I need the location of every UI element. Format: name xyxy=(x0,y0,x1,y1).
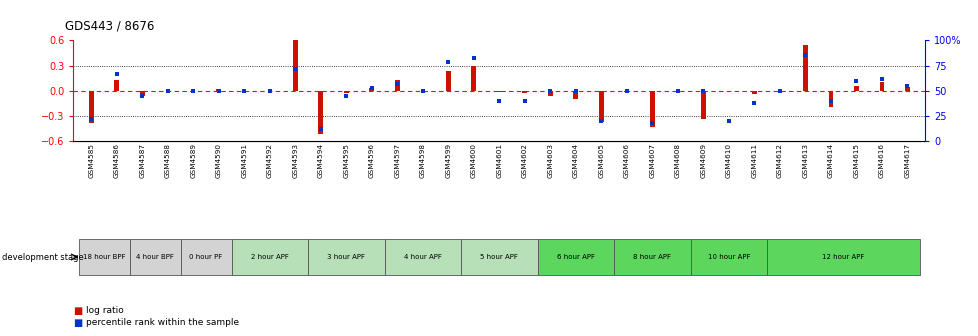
Bar xyxy=(318,91,323,134)
Text: 5 hour APF: 5 hour APF xyxy=(480,254,517,260)
Bar xyxy=(292,40,297,91)
FancyBboxPatch shape xyxy=(613,239,689,276)
Bar xyxy=(649,91,654,127)
Text: GSM4589: GSM4589 xyxy=(190,143,196,178)
Bar xyxy=(827,91,832,107)
Text: GSM4596: GSM4596 xyxy=(369,143,375,178)
Text: GSM4608: GSM4608 xyxy=(674,143,680,178)
Text: GSM4601: GSM4601 xyxy=(496,143,502,178)
FancyBboxPatch shape xyxy=(231,239,308,276)
Text: GSM4599: GSM4599 xyxy=(445,143,451,178)
Text: GSM4594: GSM4594 xyxy=(318,143,324,178)
Text: 4 hour APF: 4 hour APF xyxy=(404,254,441,260)
Text: GSM4612: GSM4612 xyxy=(776,143,782,178)
Text: GSM4597: GSM4597 xyxy=(394,143,400,178)
Text: percentile rank within the sample: percentile rank within the sample xyxy=(86,318,239,327)
Text: GSM4606: GSM4606 xyxy=(623,143,629,178)
Bar xyxy=(700,91,705,119)
Text: 4 hour BPF: 4 hour BPF xyxy=(136,254,174,260)
Text: log ratio: log ratio xyxy=(86,306,124,315)
Text: 2 hour APF: 2 hour APF xyxy=(250,254,289,260)
Text: ■: ■ xyxy=(73,318,82,328)
Text: 0 hour PF: 0 hour PF xyxy=(189,254,222,260)
Bar xyxy=(751,91,756,94)
FancyBboxPatch shape xyxy=(689,239,767,276)
Text: GSM4598: GSM4598 xyxy=(420,143,425,178)
Text: GSM4616: GSM4616 xyxy=(878,143,884,178)
Bar xyxy=(904,87,909,91)
Text: GSM4617: GSM4617 xyxy=(904,143,910,178)
Text: 12 hour APF: 12 hour APF xyxy=(822,254,864,260)
Text: GSM4614: GSM4614 xyxy=(827,143,833,178)
Bar xyxy=(471,66,475,91)
Text: GSM4605: GSM4605 xyxy=(598,143,603,178)
FancyBboxPatch shape xyxy=(537,239,613,276)
Text: GSM4604: GSM4604 xyxy=(572,143,578,178)
Text: GSM4587: GSM4587 xyxy=(139,143,145,178)
Text: GSM4602: GSM4602 xyxy=(521,143,527,178)
Bar xyxy=(140,91,145,96)
Bar xyxy=(446,71,450,91)
Text: GSM4585: GSM4585 xyxy=(88,143,94,178)
Text: 10 hour APF: 10 hour APF xyxy=(707,254,749,260)
Text: GSM4603: GSM4603 xyxy=(547,143,553,178)
Text: GSM4613: GSM4613 xyxy=(802,143,808,178)
Bar xyxy=(853,86,858,91)
Text: GSM4610: GSM4610 xyxy=(725,143,731,178)
Bar xyxy=(343,91,348,93)
Text: 6 hour APF: 6 hour APF xyxy=(556,254,595,260)
Text: GSM4586: GSM4586 xyxy=(113,143,119,178)
FancyBboxPatch shape xyxy=(129,239,180,276)
Text: ■: ■ xyxy=(73,306,82,316)
Bar xyxy=(497,91,501,92)
Bar xyxy=(89,91,94,123)
Text: GSM4611: GSM4611 xyxy=(750,143,757,178)
Text: GSM4590: GSM4590 xyxy=(215,143,222,178)
Text: development stage: development stage xyxy=(2,253,84,261)
Bar xyxy=(624,91,629,92)
Bar xyxy=(599,91,603,122)
Bar xyxy=(548,91,552,96)
Bar xyxy=(369,88,374,91)
Bar xyxy=(802,45,807,91)
Bar xyxy=(522,91,526,93)
FancyBboxPatch shape xyxy=(308,239,384,276)
Bar xyxy=(394,80,399,91)
FancyBboxPatch shape xyxy=(384,239,461,276)
Text: GSM4609: GSM4609 xyxy=(699,143,705,178)
FancyBboxPatch shape xyxy=(78,239,129,276)
Text: GSM4588: GSM4588 xyxy=(164,143,170,178)
FancyBboxPatch shape xyxy=(461,239,537,276)
Text: 18 hour BPF: 18 hour BPF xyxy=(83,254,125,260)
Text: 8 hour APF: 8 hour APF xyxy=(633,254,671,260)
FancyBboxPatch shape xyxy=(180,239,231,276)
Bar xyxy=(573,91,577,99)
Text: GSM4600: GSM4600 xyxy=(470,143,476,178)
Text: GSM4607: GSM4607 xyxy=(648,143,654,178)
Bar xyxy=(216,89,221,91)
Text: GSM4592: GSM4592 xyxy=(267,143,273,178)
Bar xyxy=(878,82,883,91)
Bar xyxy=(114,80,119,91)
Text: GSM4615: GSM4615 xyxy=(853,143,859,178)
Text: GSM4595: GSM4595 xyxy=(343,143,349,178)
Text: GSM4593: GSM4593 xyxy=(292,143,298,178)
Text: GSM4591: GSM4591 xyxy=(241,143,247,178)
Text: GDS443 / 8676: GDS443 / 8676 xyxy=(65,19,155,32)
FancyBboxPatch shape xyxy=(767,239,919,276)
Text: 3 hour APF: 3 hour APF xyxy=(327,254,365,260)
